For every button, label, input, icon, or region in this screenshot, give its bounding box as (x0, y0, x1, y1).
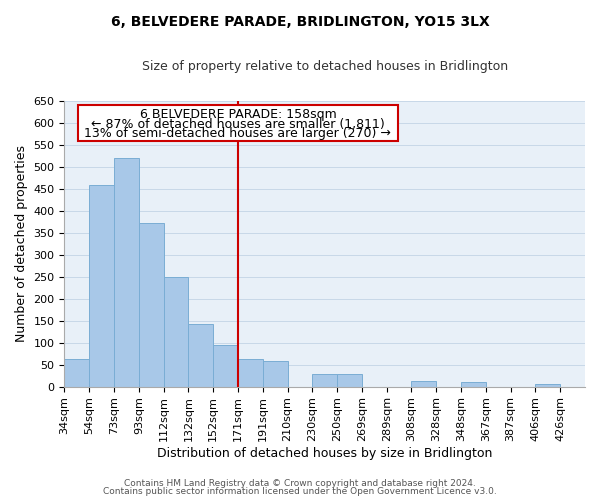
Text: Contains HM Land Registry data © Crown copyright and database right 2024.: Contains HM Land Registry data © Crown c… (124, 478, 476, 488)
Bar (188, 324, 213, 386)
Bar (263, 361, 287, 386)
Y-axis label: Number of detached properties: Number of detached properties (15, 145, 28, 342)
Bar (412, 382, 436, 386)
Text: 6, BELVEDERE PARADE, BRIDLINGTON, YO15 3LX: 6, BELVEDERE PARADE, BRIDLINGTON, YO15 3… (110, 15, 490, 29)
Text: 6 BELVEDERE PARADE: 158sqm: 6 BELVEDERE PARADE: 158sqm (140, 108, 337, 121)
Bar (461, 382, 486, 386)
Bar (64, 360, 89, 386)
Bar (238, 360, 263, 386)
Bar (89, 185, 114, 386)
Text: 13% of semi-detached houses are larger (270) →: 13% of semi-detached houses are larger (… (85, 128, 391, 140)
Title: Size of property relative to detached houses in Bridlington: Size of property relative to detached ho… (142, 60, 508, 73)
Bar (213, 345, 238, 387)
Text: ← 87% of detached houses are smaller (1,811): ← 87% of detached houses are smaller (1,… (91, 118, 385, 130)
Bar (114, 158, 139, 386)
Bar (78, 106, 398, 142)
Bar (164, 276, 188, 386)
Bar (535, 384, 560, 386)
Bar (337, 374, 362, 386)
Bar (139, 223, 164, 386)
Text: Contains public sector information licensed under the Open Government Licence v3: Contains public sector information licen… (103, 487, 497, 496)
X-axis label: Distribution of detached houses by size in Bridlington: Distribution of detached houses by size … (157, 447, 493, 460)
Bar (313, 374, 337, 386)
